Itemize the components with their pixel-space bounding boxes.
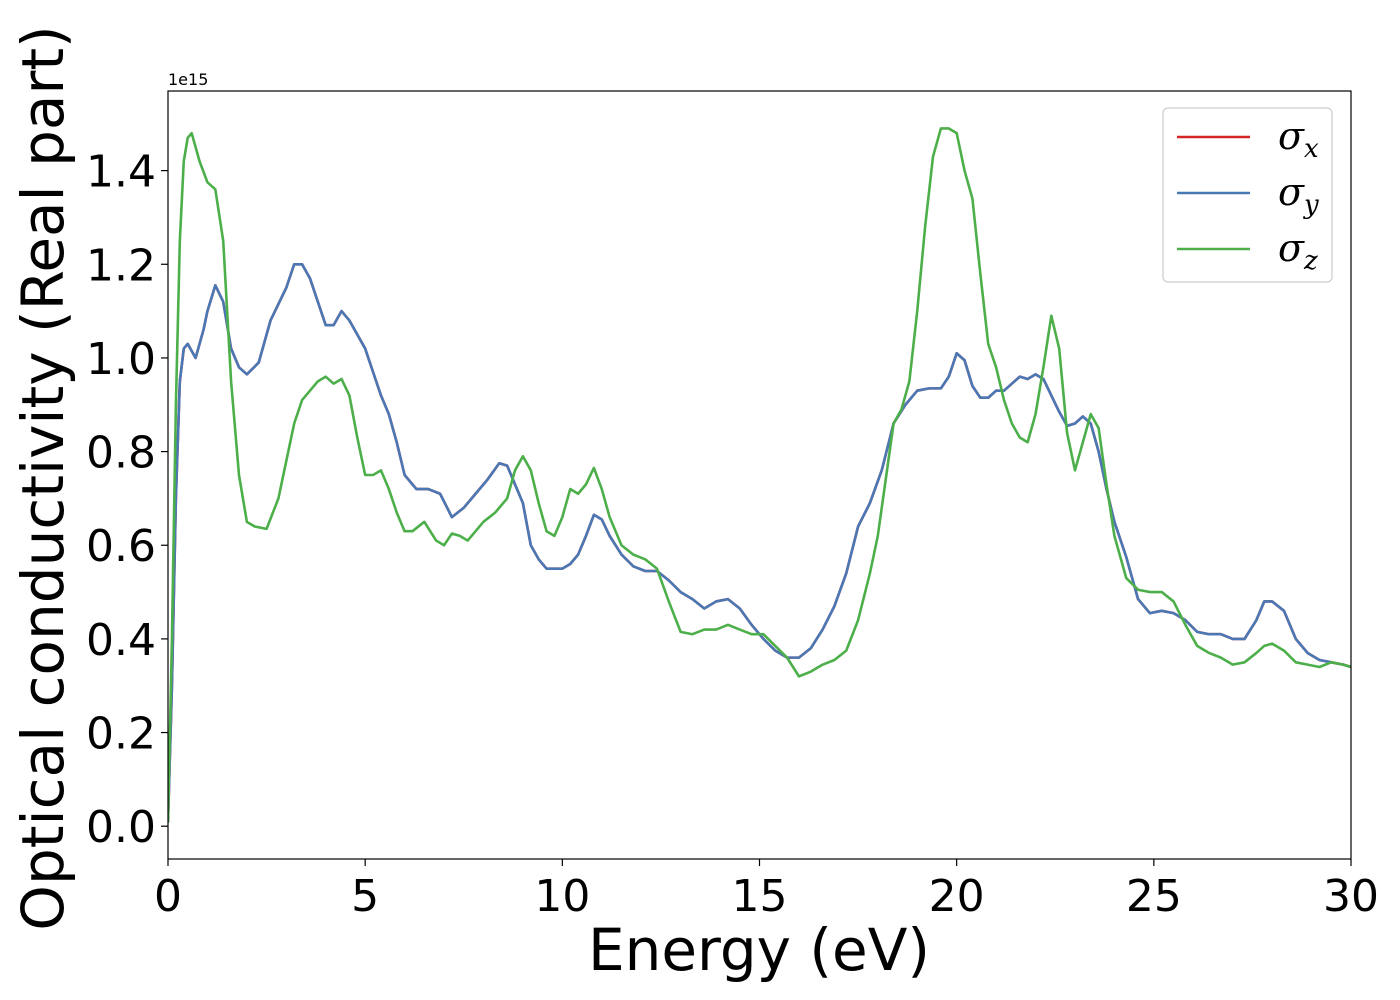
- x-tick-label: 5: [351, 871, 379, 922]
- y-tick-label: 0.2: [86, 709, 156, 760]
- y-axis-ticks: 0.0 0.2 0.4 0.6 0.8 1.0 1.2 1.4: [86, 147, 168, 853]
- legend-subscript: z: [1303, 246, 1318, 276]
- y-tick-label: 1.4: [86, 147, 156, 198]
- x-axis-label: Energy (eV): [588, 916, 930, 984]
- y-tick-label: 1.0: [86, 334, 156, 385]
- y-tick-label: 1.2: [86, 240, 156, 291]
- y-tick-label: 0.0: [86, 802, 156, 853]
- series-line-x: [168, 262, 1351, 823]
- x-tick-label: 10: [534, 871, 590, 922]
- legend-subscript: y: [1303, 190, 1319, 220]
- y-offset-label: 1e15: [168, 70, 208, 89]
- x-tick-label: 20: [929, 871, 985, 922]
- series-line-z: [168, 127, 1351, 823]
- legend-box: [1162, 107, 1333, 283]
- legend-subscript: x: [1304, 134, 1319, 164]
- x-tick-label: 25: [1126, 871, 1182, 922]
- x-tick-label: 15: [732, 871, 788, 922]
- series-line-y: [168, 262, 1351, 823]
- x-tick-label: 30: [1323, 871, 1379, 922]
- y-tick-label: 0.4: [86, 615, 156, 666]
- x-axis-ticks: 0 5 10 15 20 25 30: [154, 859, 1379, 922]
- y-tick-label: 0.8: [86, 428, 156, 479]
- y-axis-label: Optical conductivity (Real part): [9, 25, 77, 930]
- y-tick-label: 0.6: [86, 521, 156, 572]
- series-group: [168, 127, 1351, 823]
- x-tick-label: 0: [154, 871, 182, 922]
